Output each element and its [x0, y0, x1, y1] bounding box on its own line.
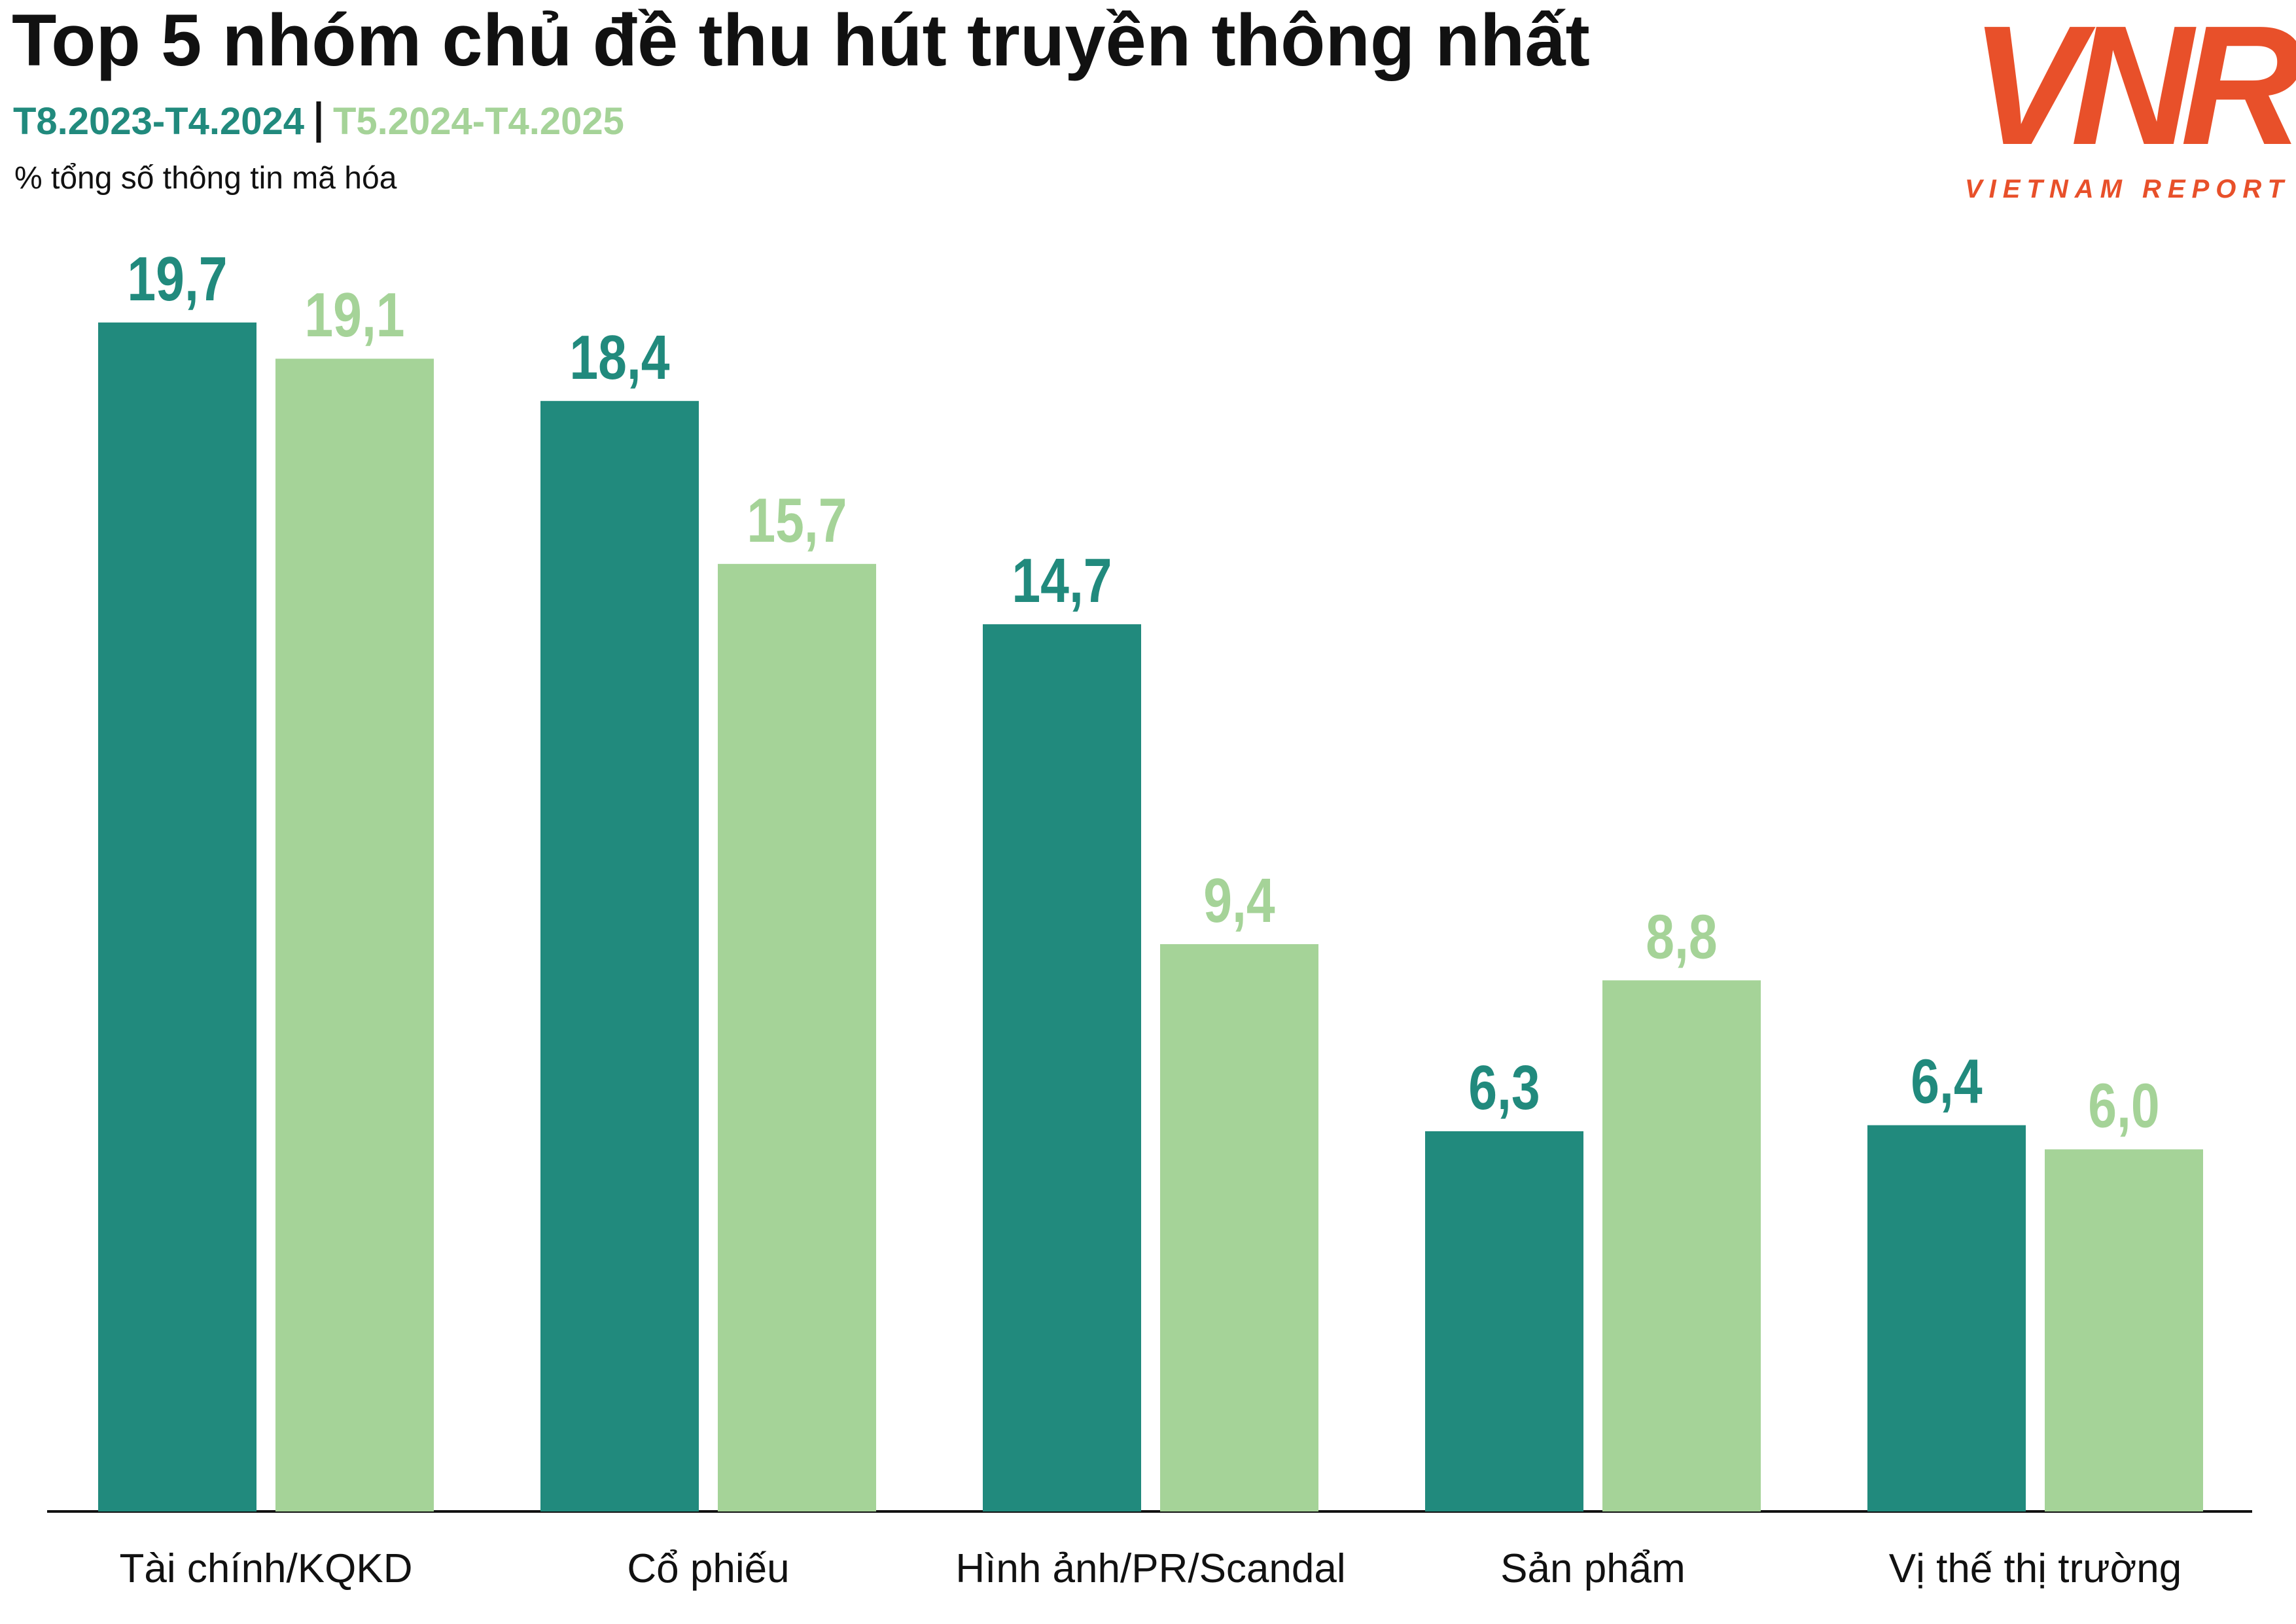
logo-mark: VNR: [1970, 0, 2296, 181]
bar: [1602, 980, 1761, 1511]
value-label: 6,4: [1911, 1046, 1983, 1116]
x-tick-label: Sản phẩm: [1500, 1546, 1686, 1591]
value-label: 9,4: [1203, 866, 1275, 936]
logo: VNR VIETNAM REPORT: [1965, 0, 2296, 203]
legend-entry: T8.2023-T4.2024: [13, 100, 304, 143]
x-tick-label: Vị thế thị trường: [1889, 1546, 2181, 1591]
x-tick-label: Hình ảnh/PR/Scandal: [955, 1546, 1345, 1591]
bar: [1867, 1125, 2026, 1511]
logo-text: VIETNAM REPORT: [1965, 175, 2290, 203]
value-label: 15,7: [747, 485, 847, 555]
bar: [983, 624, 1141, 1511]
value-label: 19,1: [304, 280, 404, 350]
value-label: 6,0: [2088, 1070, 2159, 1140]
bar: [2045, 1149, 2203, 1511]
legend-entry: T5.2024-T4.2025: [333, 100, 624, 143]
bar: [718, 563, 876, 1511]
value-label: 18,4: [569, 322, 669, 392]
value-label: 19,7: [127, 243, 227, 313]
bar: [1160, 944, 1318, 1511]
value-label: 6,3: [1468, 1052, 1540, 1122]
bar: [98, 322, 256, 1511]
value-label: 14,7: [1012, 546, 1112, 616]
value-label: 8,8: [1646, 902, 1717, 972]
bar: [1425, 1131, 1583, 1511]
chart-title: Top 5 nhóm chủ đề thu hút truyền thông n…: [12, 0, 1590, 81]
bar: [540, 400, 699, 1512]
chart-subtitle: % tổng số thông tin mã hóa: [14, 161, 397, 196]
x-tick-label: Tài chính/KQKD: [120, 1546, 413, 1591]
bar: [275, 359, 434, 1511]
x-tick-label: Cổ phiếu: [627, 1546, 789, 1591]
